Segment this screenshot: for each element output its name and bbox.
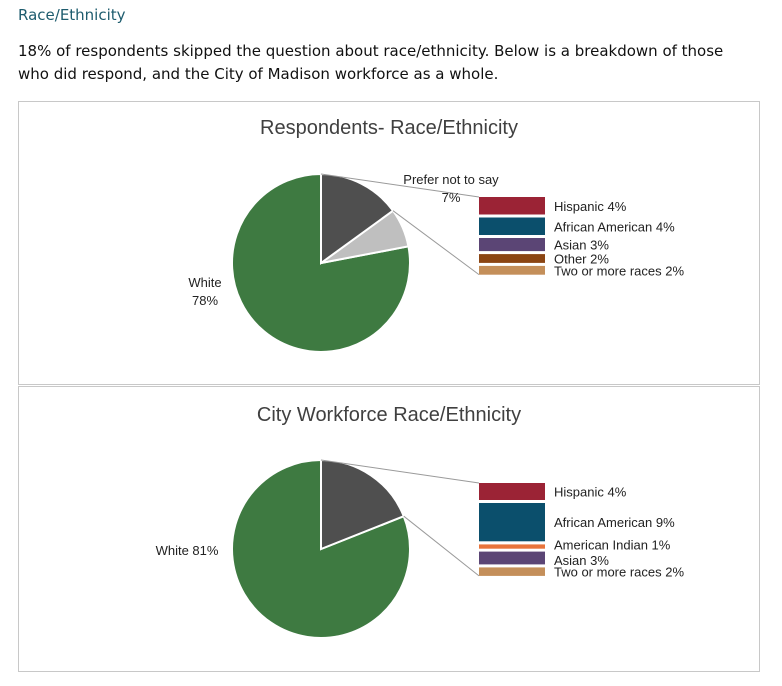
pie-label: Prefer not to say [403, 172, 499, 187]
chart-title: Respondents- Race/Ethnicity [260, 117, 518, 139]
breakdown-label: American Indian 1% [554, 538, 671, 553]
breakdown-bar-two-or-more-races [479, 567, 545, 576]
breakdown-label: Hispanic 4% [554, 199, 627, 214]
breakdown-label: African American 9% [554, 515, 675, 530]
pie-slice-other-breakout [320, 458, 406, 551]
breakdown-label: Asian 3% [554, 238, 609, 253]
breakdown-bar-two-or-more-races [479, 265, 545, 275]
breakdown-label: Two or more races 2% [554, 263, 684, 278]
breakdown-bar-asian [479, 238, 545, 252]
breakdown-label: Hispanic 4% [554, 485, 627, 500]
breakdown-label: Other 2% [554, 252, 609, 267]
pie-value: 78% [192, 293, 218, 308]
breakdown-bar-american-indian [479, 544, 545, 549]
workforce-chart-panel: City Workforce Race/Ethnicity Hispanic 4… [18, 386, 760, 672]
breakdown-label: Two or more races 2% [554, 565, 684, 580]
connector-line [320, 173, 480, 198]
connector-line [392, 210, 480, 276]
section-heading: Race/Ethnicity [18, 6, 126, 24]
connector-line [320, 459, 480, 484]
workforce-chart: City Workforce Race/Ethnicity Hispanic 4… [156, 404, 684, 639]
breakdown-bar-other [479, 254, 545, 263]
chart-title: City Workforce Race/Ethnicity [257, 404, 521, 426]
intro-paragraph: 18% of respondents skipped the question … [18, 42, 724, 83]
pie-label: White [188, 275, 221, 290]
breakdown-bar-african-american [479, 503, 545, 542]
breakdown-bar-asian [479, 551, 545, 565]
breakdown-bar-african-american [479, 217, 545, 235]
breakdown-label: Asian 3% [554, 553, 609, 568]
connector-line [403, 515, 480, 577]
respondents-chart-panel: Respondents- Race/Ethnicity Hispanic 4% A… [18, 101, 760, 385]
breakdown-bar-hispanic [479, 483, 545, 500]
breakdown-label: African American 4% [554, 219, 675, 234]
pie-value: 7% [442, 190, 461, 205]
breakdown-bar-hispanic [479, 197, 545, 215]
pie-label: White 81% [156, 543, 219, 558]
respondents-chart: Respondents- Race/Ethnicity Hispanic 4% A… [188, 117, 684, 353]
